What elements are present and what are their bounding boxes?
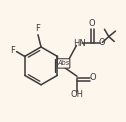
Text: Abs: Abs [57,60,70,66]
Text: F: F [10,46,15,55]
Text: O: O [98,38,105,47]
Text: O: O [89,73,96,82]
FancyBboxPatch shape [57,59,70,68]
Text: OH: OH [71,90,84,99]
Text: HN: HN [73,39,86,48]
Text: F: F [35,24,40,33]
Text: O: O [89,19,96,28]
